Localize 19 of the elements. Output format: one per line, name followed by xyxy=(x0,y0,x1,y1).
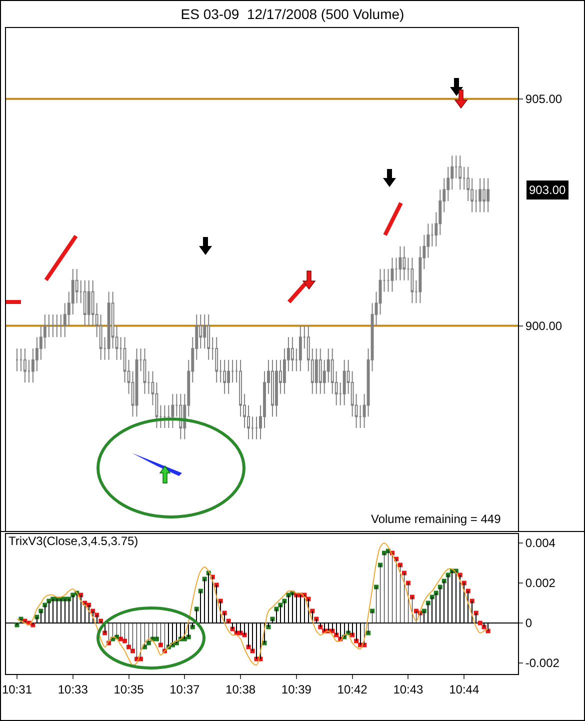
y-tick-label: 0 xyxy=(525,616,532,630)
chart-title: TrixV3(Close,3,4.5,3.75) xyxy=(8,534,138,548)
y-tick-label: 0.004 xyxy=(525,536,556,550)
x-tick-label: 10:35 xyxy=(114,682,144,696)
y-tick-label: 0.002 xyxy=(525,576,556,590)
chart-title: ES 03-09 12/17/2008 (500 Volume) xyxy=(180,6,404,22)
x-tick-label: 10:42 xyxy=(337,682,368,696)
x-tick-label: 10:39 xyxy=(281,682,312,696)
y-tick-label: -0.002 xyxy=(525,656,560,670)
y-tick-label: 900.00 xyxy=(525,319,562,334)
x-tick-label: 10:43 xyxy=(393,682,424,696)
annotation: Volume remaining = 449 xyxy=(371,512,502,526)
x-tick-label: 10:44 xyxy=(449,682,480,696)
x-tick-label: 10:33 xyxy=(58,682,88,696)
text: 903.00 xyxy=(529,183,566,197)
y-tick-label: 905.00 xyxy=(525,92,562,106)
x-tick-label: 10:37 xyxy=(170,682,200,696)
x-tick-label: 10:31 xyxy=(2,682,32,696)
x-tick-label: 10:38 xyxy=(226,682,256,696)
